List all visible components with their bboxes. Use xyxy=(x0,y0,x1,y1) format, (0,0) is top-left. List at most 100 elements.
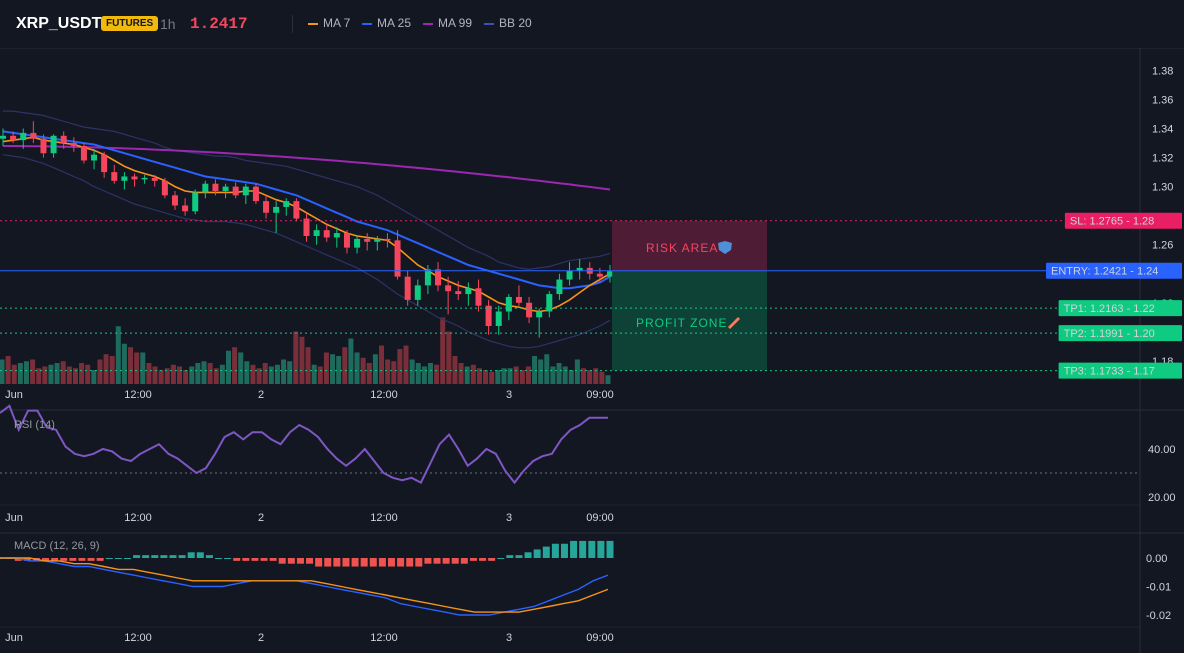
volume-bar xyxy=(268,366,274,384)
candle-body xyxy=(151,177,158,181)
legend-ma99[interactable]: MA 99 xyxy=(423,16,472,30)
macd-histogram-bar xyxy=(260,558,268,561)
entry-tag-label: ENTRY: 1.2421 - 1.24 xyxy=(1051,266,1158,278)
trade-overlay: RISK AREA PROFIT ZONE xyxy=(0,220,1140,372)
rocket-icon xyxy=(728,317,740,329)
candle-body xyxy=(232,186,239,196)
volume-bar xyxy=(489,371,495,384)
candle-body xyxy=(50,135,57,154)
candle-body xyxy=(455,291,462,295)
macd-histogram-bar xyxy=(169,555,177,558)
macd-histogram-bar xyxy=(42,558,50,561)
candle-body xyxy=(293,201,300,219)
shield-icon xyxy=(718,241,732,254)
macd-histogram-bar xyxy=(387,558,395,567)
macd-histogram-bar xyxy=(14,558,22,561)
macd-tick-label: -0.02 xyxy=(1146,610,1171,622)
macd-histogram-bar xyxy=(114,558,122,559)
volume-bar xyxy=(605,375,611,384)
macd-histogram-bar xyxy=(333,558,341,567)
volume-bar xyxy=(336,356,342,384)
volume-bar xyxy=(201,361,207,384)
rsi-pane[interactable]: RSI (14) xyxy=(0,404,1140,485)
legend-bb20[interactable]: BB 20 xyxy=(484,16,532,30)
volume-bar xyxy=(446,331,452,384)
volume-bar xyxy=(538,359,544,384)
price-axes: 1.381.361.341.321.301.261.241.221.201.18… xyxy=(5,65,1182,644)
macd-histogram-bar xyxy=(60,558,68,561)
macd-title: MACD (12, 26, 9) xyxy=(14,540,100,552)
candle-body xyxy=(91,154,98,161)
risk-area-zone xyxy=(612,220,767,271)
macd-histogram-bar xyxy=(315,558,323,567)
candle-body xyxy=(424,269,431,286)
candle-body xyxy=(465,288,472,295)
volume-bar xyxy=(427,363,433,384)
volume-bar xyxy=(219,364,225,384)
risk-area-label: RISK AREA xyxy=(646,241,718,255)
price-tick-label: 1.38 xyxy=(1152,65,1173,77)
volume-bar xyxy=(5,356,11,384)
legend-ma7[interactable]: MA 7 xyxy=(308,16,350,30)
macd-histogram-bar xyxy=(233,558,241,561)
volume-bar xyxy=(470,364,476,384)
volume-bar xyxy=(91,370,97,384)
candle-body xyxy=(404,276,411,300)
time-tick-label: 12:00 xyxy=(370,632,398,644)
tp2-tag xyxy=(1058,325,1182,342)
candle-body xyxy=(333,233,340,238)
volume-bar xyxy=(507,368,513,384)
volume-bar xyxy=(287,361,293,384)
price-pane[interactable] xyxy=(0,110,613,384)
macd-histogram-bar xyxy=(23,558,31,561)
volume-bar xyxy=(48,364,54,384)
candle-body xyxy=(20,132,27,141)
volume-bar xyxy=(342,347,348,384)
candle-body xyxy=(384,238,391,241)
volume-bar xyxy=(11,364,17,384)
candle-body xyxy=(131,176,138,180)
macd-histogram-bar xyxy=(588,540,596,558)
volume-bar xyxy=(152,366,158,384)
macd-histogram-bar xyxy=(560,543,568,558)
volume-bar xyxy=(213,368,219,384)
volume-bar xyxy=(262,363,268,384)
tp1-tag-label: TP1: 1.2163 - 1.22 xyxy=(1064,303,1155,315)
volume-bar xyxy=(189,366,195,384)
volume-bar xyxy=(97,359,103,384)
macd-histogram-bar xyxy=(397,558,405,567)
time-tick-label: 09:00 xyxy=(586,389,614,401)
tp1-tag xyxy=(1058,300,1182,317)
volume-bar xyxy=(79,363,85,384)
macd-histogram-bar xyxy=(497,558,505,559)
macd-histogram-bar xyxy=(296,558,304,564)
timeframe-selector[interactable]: 1h xyxy=(160,16,176,32)
volume-bar xyxy=(366,363,372,384)
macd-histogram-bar xyxy=(242,558,250,561)
time-tick-label: 12:00 xyxy=(124,632,152,644)
volume-bar xyxy=(128,347,134,384)
time-tick-label: 2 xyxy=(258,389,264,401)
volume-bar xyxy=(434,364,440,384)
candle-body xyxy=(70,143,77,146)
candle-body xyxy=(40,138,47,154)
macd-histogram-bar xyxy=(460,558,468,564)
symbol-name[interactable]: XRP_USDT xyxy=(16,15,102,32)
legend-ma25[interactable]: MA 25 xyxy=(362,16,411,30)
candle-body xyxy=(485,305,492,327)
volume-bar xyxy=(36,368,42,384)
macd-histogram-bar xyxy=(205,555,213,558)
macd-histogram-bar xyxy=(269,558,277,561)
volume-bar xyxy=(134,352,140,384)
volume-bar xyxy=(140,352,146,384)
candle-body xyxy=(394,240,401,277)
rsi-tick-label: 20.00 xyxy=(1148,492,1176,504)
profit-zone-label: PROFIT ZONE xyxy=(636,316,727,330)
volume-bar xyxy=(305,347,311,384)
candle-body xyxy=(111,172,118,181)
macd-pane[interactable]: MACD (12, 26, 9) xyxy=(0,540,614,616)
candle-body xyxy=(141,177,148,180)
time-tick-label: 09:00 xyxy=(586,512,614,524)
volume-bar xyxy=(544,354,550,384)
